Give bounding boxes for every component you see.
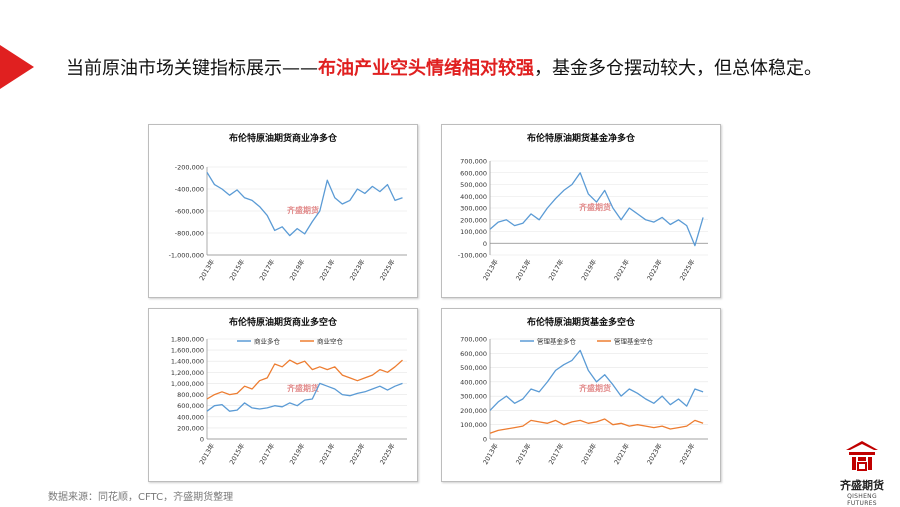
y-tick-label: 300,000 (460, 205, 487, 213)
y-tick-label: 700,000 (460, 336, 487, 344)
chart-fund-net: 布伦特原油期货基金净多仓 700,000 600,000 500,000 400,000… (458, 132, 708, 282)
x-tick-label: 2015年 (513, 257, 533, 282)
y-tick-label: 1,000,000 (171, 380, 204, 388)
chart-title: 布伦特原油期货商业净多仓 (228, 132, 338, 144)
chart-panel-commercial-net: 布伦特原油期货商业净多仓 -200,000 -400,000 -600,000 -800… (148, 124, 418, 298)
chart-panel-commercial-long-short: 布伦特原油期货商业多空仓 1,800,000 1,600,000 1,400,000 1… (148, 308, 418, 482)
watermark-logo-text: 齐盛期货 (286, 383, 319, 393)
chart-panel-fund-long-short: 布伦特原油期货基金多空仓 700,000 600,000 500,000 400,000… (441, 308, 721, 482)
series-line-2 (489, 418, 704, 434)
x-tick-label: 2021年 (317, 441, 337, 466)
y-tick-label: 1,200,000 (171, 369, 204, 377)
y-tick-label: 0 (483, 436, 487, 444)
y-tick-label: 1,800,000 (171, 336, 204, 344)
x-tick-label: 2021年 (612, 441, 632, 466)
y-tick-label: 300,000 (460, 393, 487, 401)
y-tick-label: -800,000 (175, 230, 204, 238)
y-tick-label: 600,000 (460, 169, 487, 177)
legend-label: 商业多仓 (254, 337, 281, 346)
y-tick-label: 600,000 (177, 402, 204, 410)
y-tick-label: 800,000 (177, 391, 204, 399)
data-source-note: 数据来源：同花顺，CFTC，齐盛期货整理 (48, 492, 234, 503)
y-tick-label: -100,000 (458, 252, 487, 260)
chart-commercial-net: 布伦特原油期货商业净多仓 -200,000 -400,000 -600,000 -800… (169, 132, 407, 282)
chart-fund-long-short: 布伦特原油期货基金多空仓 700,000 600,000 500,000 400,000… (460, 316, 708, 466)
y-tick-label: 500,000 (460, 181, 487, 189)
series-line-2 (206, 359, 403, 400)
chart-title: 布伦特原油期货基金多空仓 (526, 316, 636, 328)
x-tick-label: 2025年 (377, 441, 397, 466)
x-tick-label: 2017年 (257, 441, 277, 466)
logo-text-en: QISHENG FUTURES (847, 493, 877, 507)
x-tick-label: 2025年 (677, 441, 697, 466)
title-highlight: 布油产业空头情绪相对较强 (318, 58, 534, 79)
watermark-logo-text: 齐盛期货 (286, 205, 319, 215)
x-tick-label: 2019年 (287, 257, 307, 282)
y-tick-label: 400,000 (460, 193, 487, 201)
x-tick-label: 2013年 (481, 441, 501, 466)
x-tick-label: 2017年 (546, 441, 566, 466)
y-tick-label: 400,000 (460, 378, 487, 386)
y-tick-label: 1,400,000 (171, 358, 204, 366)
x-tick-label: 2025年 (377, 257, 397, 282)
x-tick-label: 2013年 (197, 441, 217, 466)
y-tick-label: 200,000 (460, 216, 487, 224)
y-tick-label: 0 (200, 436, 204, 444)
title-part-1: 当前原油市场关键指标展示—— (66, 58, 318, 79)
chart-panel-fund-net: 布伦特原油期货基金净多仓 700,000 600,000 500,000 400,000… (441, 124, 721, 298)
y-tick-label: -400,000 (175, 186, 204, 194)
x-tick-label: 2015年 (227, 441, 247, 466)
y-tick-label: 600,000 (460, 350, 487, 358)
y-tick-label: -1,000,000 (169, 252, 204, 260)
x-tick-label: 2023年 (347, 441, 367, 466)
y-tick-label: 100,000 (460, 228, 487, 236)
x-tick-label: 2017年 (257, 257, 277, 282)
legend-label: 管理基金多仓 (537, 337, 577, 346)
y-tick-label: 100,000 (460, 421, 487, 429)
x-tick-label: 2015年 (227, 257, 247, 282)
title-part-2: ，基金多仓摆动较大，但总体稳定。 (534, 58, 822, 79)
y-tick-label: 200,000 (460, 407, 487, 415)
y-tick-label: 500,000 (460, 364, 487, 372)
x-tick-label: 2023年 (347, 257, 367, 282)
x-tick-label: 2025年 (677, 257, 697, 282)
legend-label: 管理基金空仓 (614, 337, 654, 346)
y-tick-label: -200,000 (175, 164, 204, 172)
x-tick-label: 2013年 (481, 257, 501, 282)
chart-title: 布伦特原油期货商业多空仓 (228, 316, 338, 328)
series-line-1 (206, 382, 403, 412)
x-tick-label: 2023年 (645, 257, 665, 282)
x-tick-label: 2021年 (317, 257, 337, 282)
qisheng-logo-icon (846, 441, 878, 471)
chart-title: 布伦特原油期货基金净多仓 (526, 132, 636, 144)
x-tick-label: 2017年 (546, 257, 566, 282)
series-line-1 (489, 172, 704, 247)
y-tick-label: -600,000 (175, 208, 204, 216)
legend-label: 商业空仓 (317, 337, 344, 346)
series-line-1 (206, 171, 403, 237)
company-logo: 齐盛期货 QISHENG FUTURES (836, 438, 888, 507)
watermark-logo-text: 齐盛期货 (578, 202, 611, 212)
y-tick-label: 400,000 (177, 413, 204, 421)
header-accent-shape (0, 45, 34, 89)
x-tick-label: 2019年 (287, 441, 307, 466)
x-tick-label: 2013年 (197, 257, 217, 282)
y-tick-label: 700,000 (460, 158, 487, 166)
y-tick-label: 0 (483, 240, 487, 248)
y-tick-label: 200,000 (177, 424, 204, 432)
x-tick-label: 2023年 (645, 441, 665, 466)
logo-text-cn: 齐盛期货 (840, 479, 884, 492)
x-tick-label: 2015年 (513, 441, 533, 466)
y-tick-label: 1,600,000 (171, 347, 204, 355)
chart-commercial-long-short: 布伦特原油期货商业多空仓 1,800,000 1,600,000 1,400,000 1… (171, 316, 407, 466)
x-tick-label: 2019年 (579, 441, 599, 466)
x-tick-label: 2019年 (579, 257, 599, 282)
x-tick-label: 2021年 (612, 257, 632, 282)
page-title: 当前原油市场关键指标展示——布油产业空头情绪相对较强，基金多仓摆动较大，但总体稳… (66, 56, 866, 82)
series-line-1 (489, 349, 704, 411)
watermark-logo-text: 齐盛期货 (578, 383, 611, 393)
